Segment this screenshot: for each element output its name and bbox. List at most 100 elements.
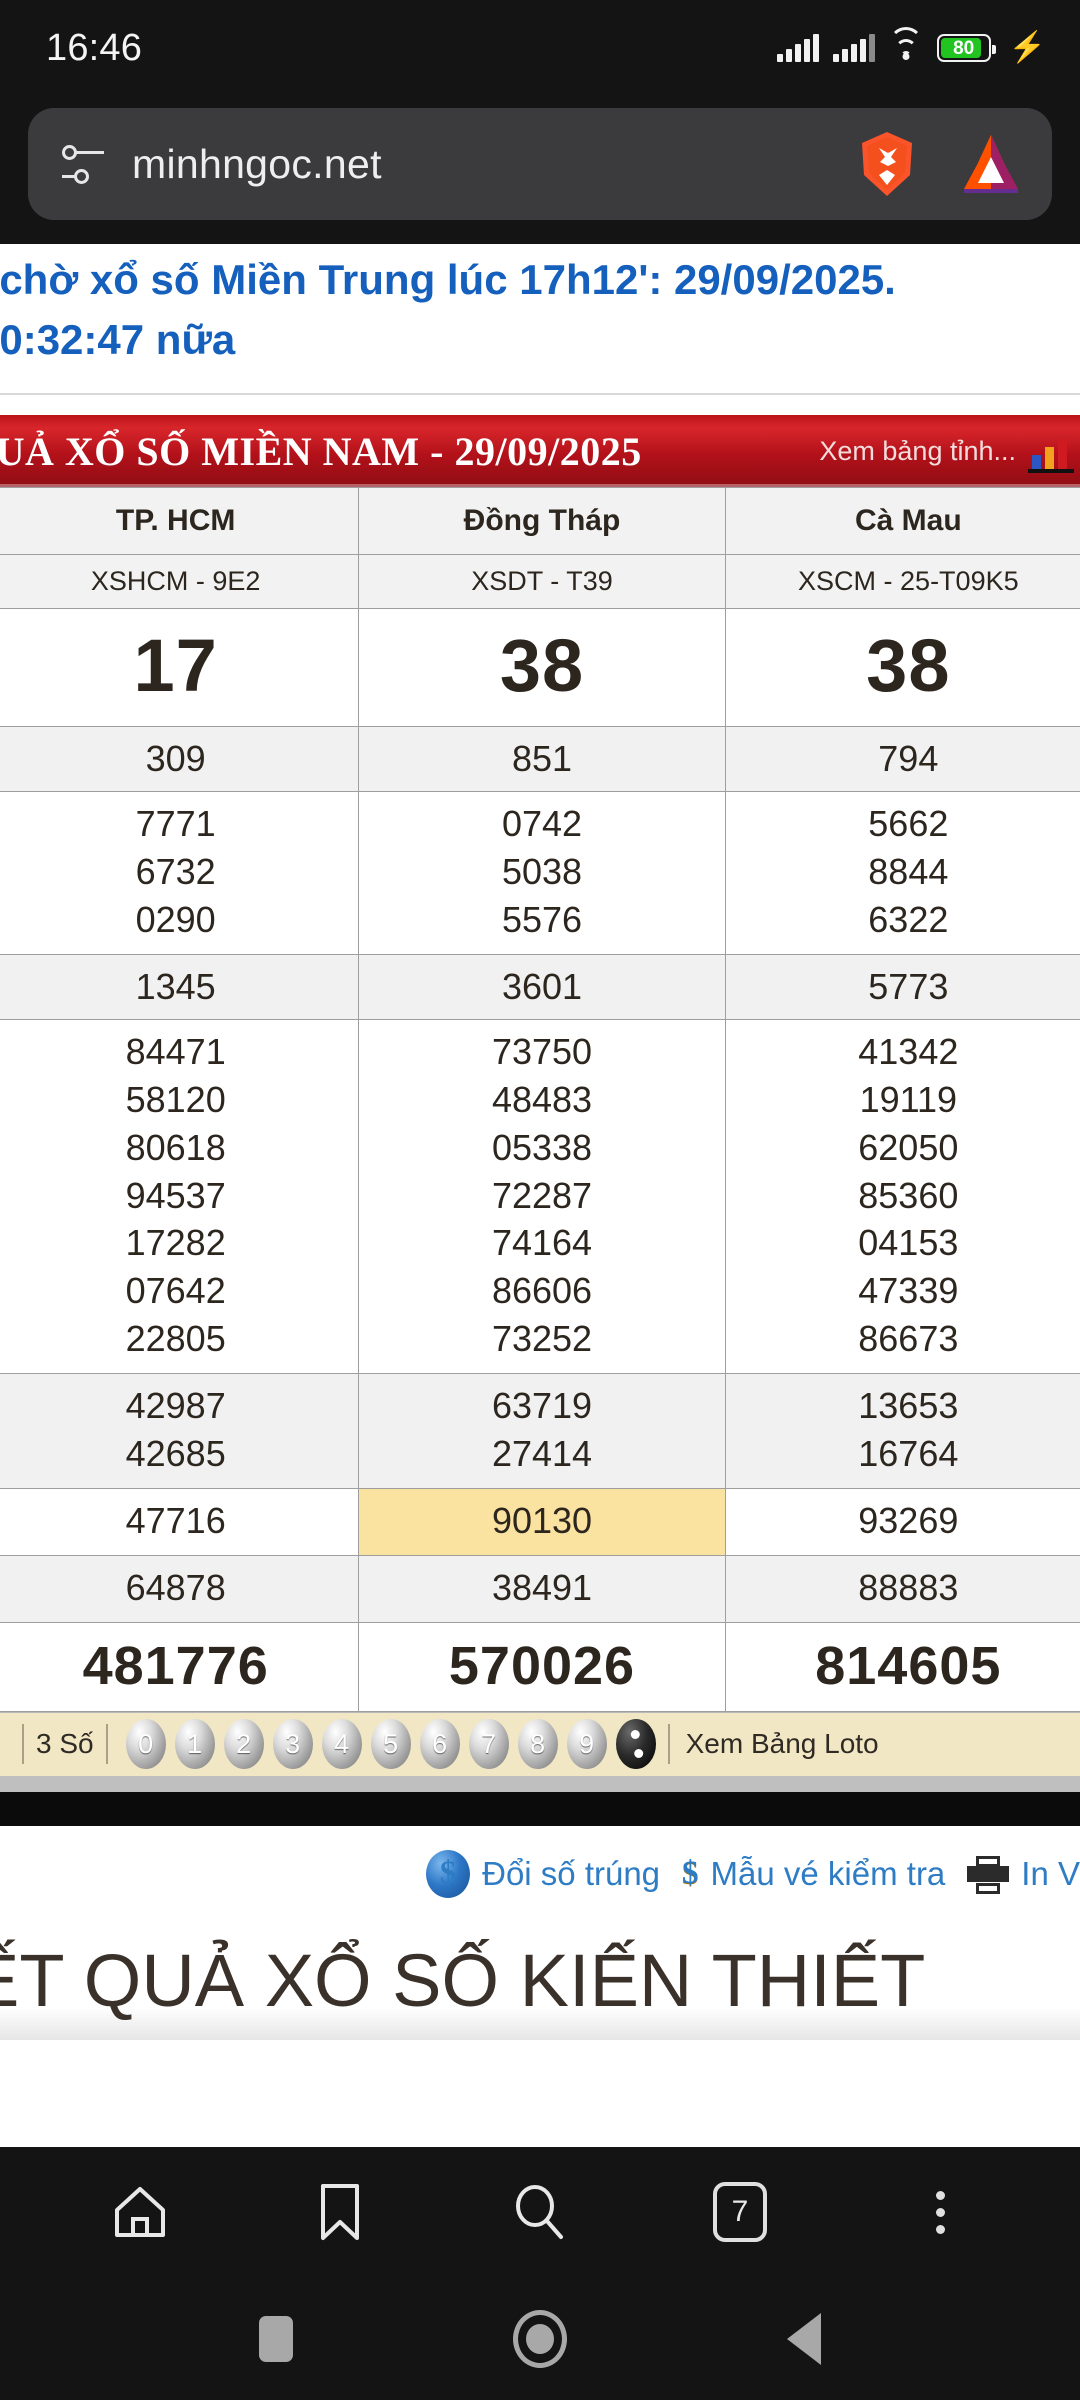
search-icon[interactable]: [494, 2166, 586, 2258]
loto-ball-8[interactable]: 8: [517, 1719, 558, 1769]
countdown-banner: g chờ xổ số Miền Trung lúc 17h12': 29/09…: [0, 244, 1080, 379]
prize-number: 47339: [858, 1270, 959, 1312]
url-bar[interactable]: minhngoc.net: [28, 108, 1052, 220]
table-row: 7771 6732 0290 0742 5038 5576 5662 8844 6322: [0, 791, 1080, 955]
prize-number: 94537: [125, 1174, 226, 1216]
table-row: 17 38 38: [0, 608, 1080, 728]
status-bar: 16:46 80 ⚡: [0, 0, 1080, 96]
prize-number: 0290: [135, 899, 216, 940]
prize-number: 88883: [858, 1566, 959, 1608]
results-title-banner: QUẢ XỔ SỐ MIỀN NAM - 29/09/2025 Xem bảng…: [0, 415, 1080, 488]
prize-number: 47716: [125, 1499, 226, 1541]
status-clock: 16:46: [46, 26, 143, 69]
divider: [667, 1724, 670, 1764]
action-link[interactable]: $ Đổi số trúng: [426, 1849, 660, 1898]
prize-number: 72287: [491, 1174, 593, 1216]
prize-number: 74164: [491, 1222, 593, 1264]
loto-ball-0[interactable]: 0: [125, 1719, 166, 1769]
bookmark-icon[interactable]: [294, 2166, 386, 2258]
tab-switcher-button[interactable]: 7: [694, 2166, 786, 2258]
prize-cell-giai-tu: 41342 19119 62050 85360 04153 47339 86673: [724, 1018, 1080, 1375]
horizontal-scrollbar[interactable]: [0, 1775, 1080, 1792]
prize-number: 86606: [491, 1270, 593, 1312]
prize-number: 63719: [491, 1385, 593, 1426]
table-row: 47716 90130 93269: [0, 1487, 1080, 1556]
action-link[interactable]: In V: [967, 1854, 1080, 1894]
home-circle-icon[interactable]: [513, 2309, 567, 2368]
prize-number: 41342: [858, 1030, 959, 1072]
prize-number: 64878: [125, 1566, 226, 1608]
prize-cell-giai-bay: 851: [358, 726, 726, 793]
page-headline-band: ẾT QUẢ XỔ SỐ KIẾN THIẾT: [0, 1921, 1080, 2040]
home-icon[interactable]: [94, 2166, 186, 2258]
browser-bottom-nav: 7: [0, 2147, 1080, 2277]
printer-icon: [967, 1854, 1010, 1894]
prize-number: 22805: [125, 1318, 226, 1360]
brave-rewards-bat-icon[interactable]: [960, 133, 1022, 195]
table-header-row: TP. HCM Đồng Tháp Cà Mau: [0, 487, 1080, 556]
view-province-table-link[interactable]: Xem bảng tỉnh...: [819, 435, 1016, 466]
loto-ball-2[interactable]: 2: [223, 1719, 264, 1769]
action-link-label: In V: [1021, 1854, 1080, 1892]
lottery-results-table-wrapper: TP. HCM Đồng Tháp Cà Mau XSHCM - 9E2 XSDT - …: [0, 487, 1080, 1712]
loto-ball-7[interactable]: 7: [468, 1719, 509, 1769]
loto-ball-1[interactable]: 1: [174, 1719, 215, 1769]
province-code-cell: XSHCM - 9E2: [0, 554, 360, 610]
loto-ball-5[interactable]: 5: [370, 1719, 411, 1769]
gold-dollar-icon: $: [682, 1855, 699, 1891]
loto-ball-6[interactable]: 6: [419, 1719, 460, 1769]
site-settings-icon[interactable]: [62, 144, 106, 184]
prize-number: 16764: [858, 1432, 959, 1474]
overflow-menu-icon[interactable]: [894, 2166, 986, 2258]
prize-cell-giai-dac-biet: 570026: [358, 1621, 726, 1712]
battery-icon: 80: [936, 34, 996, 62]
prize-number: 3601: [501, 965, 583, 1007]
brave-shield-lion-icon[interactable]: [858, 131, 916, 197]
prize-number: 5773: [868, 965, 949, 1007]
prize-number: 62050: [858, 1126, 959, 1168]
charging-bolt-icon: ⚡: [1008, 31, 1046, 64]
view-loto-table-link[interactable]: Xem Bảng Loto: [685, 1728, 879, 1759]
url-text[interactable]: minhngoc.net: [132, 140, 382, 187]
page-headline: ẾT QUẢ XỔ SỐ KIẾN THIẾT: [0, 1939, 926, 2022]
recents-square-icon[interactable]: [259, 2315, 293, 2362]
province-header-cell[interactable]: TP. HCM: [0, 487, 360, 556]
yin-yang-ball-icon[interactable]: [615, 1719, 656, 1769]
loto-ball-9[interactable]: 9: [566, 1719, 607, 1769]
loto-ball-3[interactable]: 3: [272, 1719, 313, 1769]
prize-number: 73252: [491, 1318, 593, 1360]
status-icon-group: 80 ⚡: [776, 27, 1046, 64]
divider: [105, 1724, 108, 1764]
android-navigation-bar: [0, 2277, 1080, 2400]
prize-number: 93269: [858, 1499, 959, 1541]
prize-cell-giai-nhat: 88883: [724, 1554, 1080, 1623]
province-header-cell[interactable]: Cà Mau: [724, 487, 1080, 556]
back-triangle-icon[interactable]: [787, 2312, 821, 2365]
prize-number: 42685: [125, 1432, 226, 1474]
prize-cell-giai-bay: 309: [0, 726, 360, 793]
countdown-line-1: g chờ xổ số Miền Trung lúc 17h12': 29/09…: [0, 256, 896, 303]
divider: [22, 1724, 24, 1764]
blue-coin-dollar-icon: $: [426, 1849, 471, 1898]
prize-cell-giai-bay: 794: [724, 726, 1080, 793]
prize-cell-giai-tu: 84471 58120 80618 94537 17282 07642 22805: [0, 1018, 360, 1375]
prize-number: 309: [145, 738, 206, 780]
prize-number: 07642: [125, 1270, 226, 1312]
province-header-cell[interactable]: Đồng Tháp: [358, 487, 726, 556]
action-link[interactable]: $ Mẫu vé kiểm tra: [682, 1855, 945, 1893]
results-title: QUẢ XỔ SỐ MIỀN NAM - 29/09/2025: [0, 428, 642, 474]
prize-number: 5662: [868, 803, 949, 845]
prize-number: 13653: [858, 1385, 959, 1426]
prize-cell-giai-ba: 13653 16764: [724, 1373, 1080, 1489]
prize-cell-giai-sau: 7771 6732 0290: [0, 791, 360, 955]
horizontal-rule: [0, 393, 1080, 396]
prize-number: 04153: [858, 1222, 959, 1264]
prize-number: 84471: [125, 1030, 226, 1072]
bar-chart-icon: [1028, 439, 1074, 474]
prize-cell-giai-dac-biet: 814605: [724, 1621, 1080, 1712]
prize-cell-giai-nam: 5773: [724, 953, 1080, 1020]
loto-ball-4[interactable]: 4: [321, 1719, 362, 1769]
prize-number: 80618: [125, 1126, 226, 1168]
prize-number: 570026: [448, 1635, 636, 1696]
